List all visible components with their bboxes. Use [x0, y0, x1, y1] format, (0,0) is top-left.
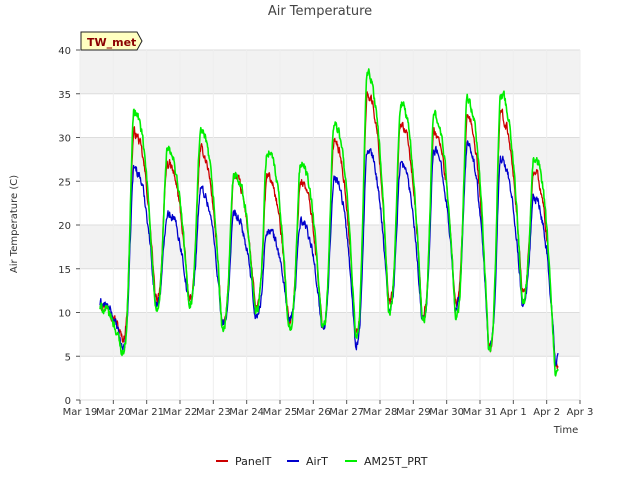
legend-item-airt: AirT: [287, 455, 328, 468]
x-tick-label: Mar 29: [396, 407, 431, 418]
plot-band: [80, 137, 580, 182]
legend-item-am25t-prt: AM25T_PRT: [345, 455, 428, 468]
x-tick-label: Mar 24: [229, 407, 264, 418]
legend-item-panelt: PanelT: [216, 455, 272, 468]
series-lines: [99, 68, 559, 377]
y-tick-label: 0: [65, 396, 71, 407]
y-tick-label: 10: [58, 309, 71, 320]
y-axis-ticks: 0 5 10 15 20 25 30 35 40: [58, 46, 80, 407]
x-tick-label: Mar 26: [296, 407, 331, 418]
legend-label: AirT: [306, 455, 328, 468]
x-tick-label: Apr 2: [533, 407, 560, 418]
plot-band: [80, 312, 580, 357]
x-tick-label: Mar 22: [163, 407, 198, 418]
legend: PanelT AirT AM25T_PRT: [216, 455, 428, 468]
y-tick-label: 35: [58, 90, 71, 101]
plot-band: [80, 50, 580, 94]
x-tick-label: Mar 20: [96, 407, 131, 418]
series-line-am25t-prt: [99, 68, 559, 377]
x-tick-label: Mar 21: [129, 407, 164, 418]
badge-label: TW_met: [87, 36, 136, 49]
chart-title: Air Temperature: [268, 4, 372, 19]
y-tick-label: 5: [65, 352, 71, 363]
x-tick-label: Mar 19: [63, 407, 98, 418]
x-axis-title: Time: [553, 425, 578, 436]
x-tick-label: Mar 31: [463, 407, 498, 418]
y-tick-label: 15: [58, 265, 71, 276]
x-tick-label: Mar 25: [263, 407, 298, 418]
y-tick-label: 40: [58, 46, 71, 57]
legend-label: PanelT: [235, 455, 272, 468]
y-tick-label: 20: [58, 221, 71, 232]
x-tick-label: Mar 30: [429, 407, 464, 418]
y-tick-label: 30: [58, 134, 71, 145]
legend-label: AM25T_PRT: [364, 455, 428, 468]
x-tick-label: Mar 23: [196, 407, 231, 418]
y-axis-title: Air Temperature (C): [9, 175, 20, 273]
badge: TW_met: [80, 31, 143, 51]
y-tick-label: 25: [58, 177, 71, 188]
x-tick-label: Mar 27: [329, 407, 364, 418]
x-tick-label: Apr 1: [500, 407, 527, 418]
x-tick-label: Apr 3: [567, 407, 594, 418]
x-tick-label: Mar 28: [363, 407, 398, 418]
badge-box: [80, 31, 143, 51]
